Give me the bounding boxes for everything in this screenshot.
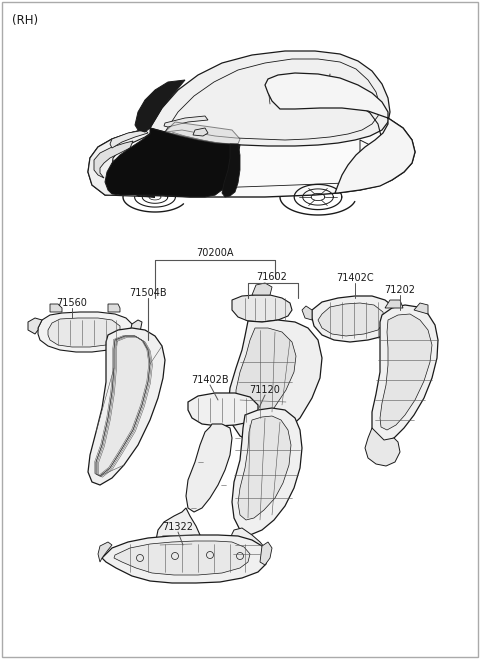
Polygon shape: [108, 304, 120, 312]
Polygon shape: [188, 393, 258, 426]
Polygon shape: [164, 116, 208, 127]
Polygon shape: [28, 318, 42, 334]
Text: 71402C: 71402C: [336, 273, 374, 283]
Polygon shape: [230, 528, 268, 566]
Polygon shape: [232, 295, 292, 322]
Text: 71322: 71322: [163, 522, 193, 532]
Polygon shape: [222, 144, 240, 197]
Polygon shape: [50, 304, 62, 312]
Polygon shape: [88, 328, 165, 485]
Polygon shape: [88, 128, 155, 197]
Polygon shape: [318, 303, 384, 336]
Polygon shape: [260, 542, 272, 565]
Polygon shape: [165, 122, 240, 144]
Polygon shape: [265, 73, 415, 193]
Polygon shape: [365, 428, 400, 466]
Polygon shape: [96, 336, 150, 476]
Text: 71504B: 71504B: [129, 288, 167, 298]
Polygon shape: [150, 51, 390, 146]
Text: (RH): (RH): [12, 14, 38, 27]
Text: 71602: 71602: [257, 272, 288, 282]
Polygon shape: [238, 416, 291, 520]
Text: 70200A: 70200A: [196, 248, 234, 258]
Polygon shape: [228, 320, 322, 442]
Polygon shape: [135, 80, 185, 132]
Polygon shape: [252, 283, 272, 295]
Polygon shape: [385, 300, 403, 308]
Polygon shape: [302, 306, 312, 320]
Text: 71202: 71202: [384, 285, 416, 295]
Polygon shape: [114, 541, 250, 575]
Polygon shape: [48, 318, 120, 347]
Polygon shape: [372, 305, 438, 442]
Polygon shape: [88, 108, 415, 197]
Text: 71402B: 71402B: [191, 375, 229, 385]
Polygon shape: [380, 314, 432, 430]
Polygon shape: [156, 508, 200, 558]
Polygon shape: [186, 424, 232, 512]
Polygon shape: [94, 141, 133, 178]
Polygon shape: [110, 130, 148, 148]
Polygon shape: [236, 328, 296, 424]
Polygon shape: [395, 305, 406, 320]
Polygon shape: [232, 408, 302, 535]
Polygon shape: [105, 128, 240, 197]
Text: 71560: 71560: [57, 298, 87, 308]
Polygon shape: [414, 303, 428, 314]
Text: 71120: 71120: [250, 385, 280, 395]
Polygon shape: [312, 296, 398, 342]
Polygon shape: [38, 312, 132, 352]
Polygon shape: [193, 128, 208, 136]
Polygon shape: [130, 320, 142, 336]
Polygon shape: [98, 542, 112, 562]
Polygon shape: [102, 535, 268, 583]
